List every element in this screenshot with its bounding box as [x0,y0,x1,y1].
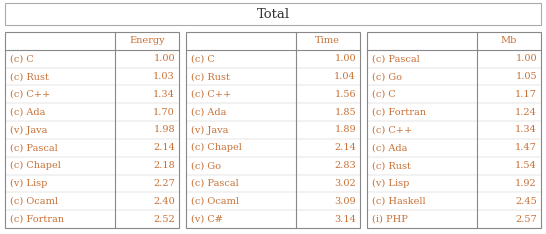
Text: 1.98: 1.98 [153,125,175,135]
Text: 2.40: 2.40 [153,197,175,206]
Text: Energy: Energy [129,37,165,45]
Text: (v) Java: (v) Java [191,125,228,135]
Text: (c) Pascal: (c) Pascal [372,54,420,63]
Text: (c) Haskell: (c) Haskell [372,197,426,206]
Text: (c) Go: (c) Go [191,161,221,170]
Text: (c) Pascal: (c) Pascal [10,143,58,152]
Text: 2.52: 2.52 [153,215,175,224]
Text: (c) C++: (c) C++ [191,90,232,99]
Text: (c) C: (c) C [191,54,215,63]
Text: 2.83: 2.83 [334,161,356,170]
Text: 1.85: 1.85 [334,108,356,117]
Text: 1.00: 1.00 [515,54,537,63]
Text: Mb: Mb [501,37,517,45]
Text: 1.92: 1.92 [515,179,537,188]
Text: Total: Total [257,7,289,21]
Text: (c) C: (c) C [372,90,396,99]
Text: (c) Pascal: (c) Pascal [191,179,239,188]
Text: 3.14: 3.14 [334,215,356,224]
Text: 2.14: 2.14 [334,143,356,152]
Text: (c) Ocaml: (c) Ocaml [191,197,239,206]
Text: 2.27: 2.27 [153,179,175,188]
Text: 1.34: 1.34 [153,90,175,99]
Text: (c) Rust: (c) Rust [372,161,411,170]
Bar [186,32,360,228]
Text: 1.04: 1.04 [334,72,356,81]
Text: 1.34: 1.34 [515,125,537,135]
Text: 1.05: 1.05 [515,72,537,81]
Text: 3.02: 3.02 [334,179,356,188]
Text: 2.57: 2.57 [515,215,537,224]
Text: 1.03: 1.03 [153,72,175,81]
Text: 2.14: 2.14 [153,143,175,152]
Text: (c) Rust: (c) Rust [10,72,49,81]
Text: (i) PHP: (i) PHP [372,215,408,224]
Text: 2.18: 2.18 [153,161,175,170]
Text: 1.47: 1.47 [515,143,537,152]
Text: (v) Lisp: (v) Lisp [10,179,48,188]
Text: (c) Go: (c) Go [372,72,402,81]
Text: 1.17: 1.17 [515,90,537,99]
Text: 1.89: 1.89 [334,125,356,135]
Text: 3.09: 3.09 [334,197,356,206]
Text: (c) Ocaml: (c) Ocaml [10,197,58,206]
Text: (c) Ada: (c) Ada [10,108,45,117]
Text: 1.00: 1.00 [153,54,175,63]
Text: (c) C++: (c) C++ [372,125,412,135]
Text: (c) Ada: (c) Ada [372,143,407,152]
Text: (c) Fortran: (c) Fortran [372,108,426,117]
Text: (v) Lisp: (v) Lisp [372,179,410,188]
Text: (c) C++: (c) C++ [10,90,50,99]
Text: (v) Java: (v) Java [10,125,48,135]
Text: (c) C: (c) C [10,54,34,63]
Text: 2.45: 2.45 [515,197,537,206]
Text: 1.70: 1.70 [153,108,175,117]
Text: (v) C#: (v) C# [191,215,223,224]
Text: 1.54: 1.54 [515,161,537,170]
Text: Time: Time [316,37,340,45]
Bar [367,32,541,228]
Text: 1.00: 1.00 [334,54,356,63]
Text: 1.56: 1.56 [334,90,356,99]
Text: (c) Chapel: (c) Chapel [191,143,242,152]
Bar [5,32,179,228]
Text: (c) Rust: (c) Rust [191,72,230,81]
Bar [5,3,541,25]
Text: 1.24: 1.24 [515,108,537,117]
Text: (c) Ada: (c) Ada [191,108,227,117]
Text: (c) Fortran: (c) Fortran [10,215,64,224]
Text: (c) Chapel: (c) Chapel [10,161,61,170]
